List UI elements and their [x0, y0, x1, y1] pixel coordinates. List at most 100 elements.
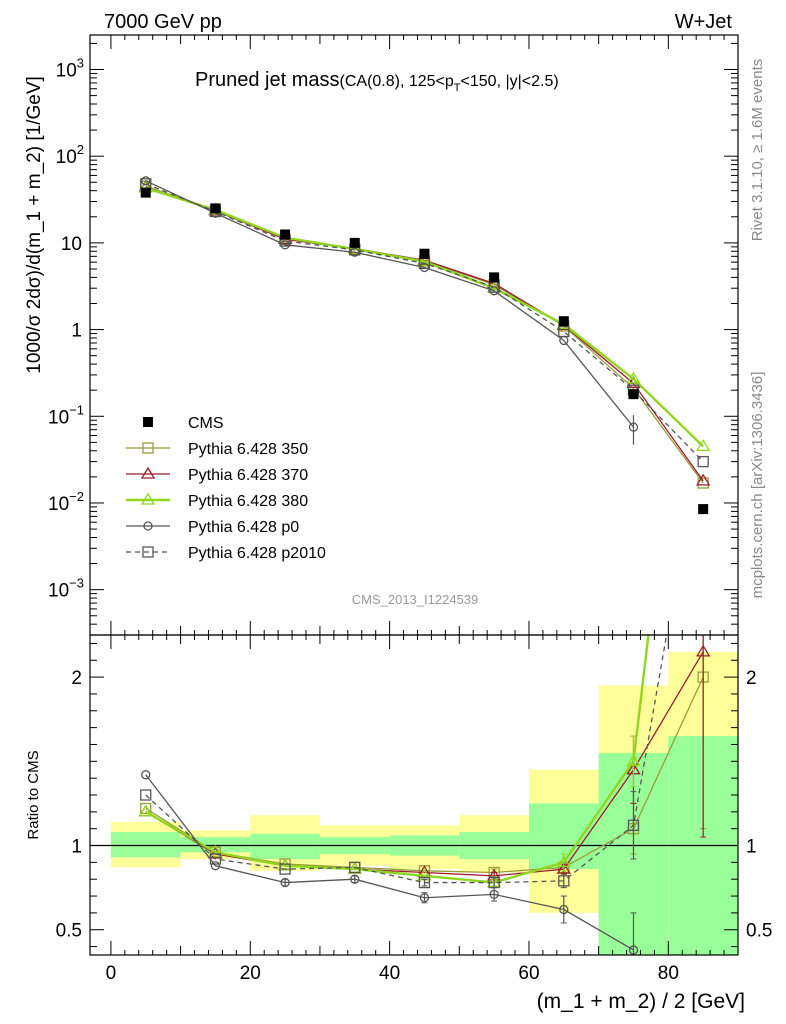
x-tick-label-1: 20: [240, 963, 261, 984]
ratio-point-4-3: [349, 861, 361, 874]
main-point-3-0: [141, 176, 151, 186]
ratio-point-4-4: [418, 876, 431, 889]
x-axis-label: (m_1 + m_2) / 2 [GeV]: [537, 990, 745, 1013]
main-point-3-7: [628, 422, 639, 432]
ratio-line-2: [145, 635, 650, 884]
legend-label-cms: CMS: [188, 415, 224, 432]
ratio-tick-label-1: 1: [71, 837, 82, 858]
y-axis-label: 1000/σ 2dσ)/d(m_1 + m_2) [1/GeV]: [24, 76, 45, 374]
main-point-2-3: [347, 241, 362, 254]
legend-marker-0: [142, 442, 154, 454]
cms-point-5: [489, 272, 500, 283]
ratio-point-4-2: [279, 863, 291, 875]
ratio-point-4-5: [488, 876, 500, 889]
analysis-watermark: CMS_2013_I1224539: [352, 592, 479, 607]
ratio-point-3-3: [350, 874, 360, 884]
ratio-point-3-4: [419, 893, 430, 903]
legend-item-1: Pythia 6.428 370: [126, 466, 308, 484]
x-tick-label-3: 60: [518, 963, 539, 984]
cms-point-4: [419, 248, 430, 259]
y-tick-label-2: 10: [61, 234, 82, 255]
main-point-2-4: [417, 254, 432, 267]
legend-item-cms: CMS: [143, 415, 224, 432]
main-point-4-8: [697, 455, 709, 468]
chart-title-main: Pruned jet mass: [195, 69, 340, 91]
ratio-point-2-1: [208, 844, 223, 857]
header-left: 7000 GeV pp: [104, 11, 222, 33]
legend-label-2: Pythia 6.428 380: [188, 493, 308, 510]
legend-label-4: Pythia 6.428 p2010: [188, 545, 326, 562]
ratio-point-4-6: [558, 875, 570, 887]
cms-point-7: [628, 389, 639, 400]
cms-point-3: [349, 237, 360, 248]
band-inner-2: [250, 833, 320, 859]
main-point-3-3: [350, 247, 360, 257]
main-point-3-5: [489, 286, 499, 296]
legend-marker-2: [140, 492, 156, 505]
main-line-0: [145, 185, 704, 484]
legend-label-3: Pythia 6.428 p0: [188, 519, 299, 536]
ratio-point-3-2: [280, 877, 290, 888]
ratio-tick-label-2: 0.5: [56, 921, 82, 942]
chart-title-tail: <150, |y|<2.5): [461, 73, 559, 90]
ratio-point-3-6: [559, 904, 569, 915]
legend: CMS Pythia 6.428 350 Pythia 6.428 370 Pythi…: [126, 415, 326, 562]
main-point-1-8: [696, 473, 711, 486]
y-tick-label-4: 10−1: [48, 402, 84, 428]
ratio-point-2-0: [138, 804, 153, 817]
cms-point-1: [210, 203, 221, 214]
main-point-3-2: [280, 240, 290, 250]
ratio-series-layer: [138, 635, 711, 955]
chart-title: Pruned jet mass(CA(0.8), 125<pT<150, |y|…: [195, 69, 559, 94]
ratio-point-0-0: [140, 802, 152, 815]
ratio-point-1-8: [696, 644, 711, 657]
chart-title-subscript: T: [454, 82, 461, 94]
x-tick-label-2: 40: [379, 963, 400, 984]
y-tick-label-3: 1: [71, 321, 82, 342]
legend-item-0: Pythia 6.428 350: [126, 441, 308, 458]
main-point-2-7: [626, 371, 641, 384]
x-tick-label-0: 0: [106, 963, 117, 984]
ratio-point-2-7: [626, 754, 641, 766]
main-line-3: [145, 180, 634, 428]
ratio-point-3-7: [628, 945, 639, 955]
y-tick-label-1: 102: [56, 142, 84, 168]
legend-marker-cms: [143, 417, 153, 427]
ratio-point-4-7: [627, 819, 640, 831]
header-right: W+Jet: [675, 11, 733, 33]
ratio-point-4-1: [209, 853, 222, 865]
main-point-2-8: [696, 439, 711, 451]
band-inner-0: [110, 832, 181, 858]
main-point-4-6: [558, 325, 570, 338]
cms-point-2: [280, 229, 291, 240]
legend-item-2: Pythia 6.428 380: [126, 492, 308, 510]
main-line-1: [145, 186, 704, 482]
legend-label-0: Pythia 6.428 350: [188, 441, 308, 458]
ratio-y-axis-label: Ratio to CMS: [25, 750, 42, 839]
legend-marker-3: [143, 521, 153, 531]
mcplots-label: mcplots.cern.ch [arXiv:1306.3436]: [749, 372, 766, 599]
ratio-point-1-6: [556, 861, 571, 874]
legend-item-4: Pythia 6.428 p2010: [126, 545, 326, 562]
ratio-point-3-0: [141, 770, 151, 780]
y-tick-label-6: 10−3: [48, 576, 84, 602]
legend-item-3: Pythia 6.428 p0: [126, 519, 299, 536]
ratio-tick-label-right-2: 0.5: [746, 921, 772, 942]
legend-label-1: Pythia 6.428 370: [188, 467, 308, 484]
ratio-tick-label-0: 2: [71, 668, 82, 689]
chart-title-sub: (CA(0.8), 125<p: [340, 73, 454, 90]
main-line-4: [145, 183, 704, 463]
ratio-point-3-5: [489, 889, 499, 900]
ratio-line-3: [145, 774, 634, 951]
ratio-point-2-6: [556, 855, 571, 868]
main-line-2: [145, 186, 704, 448]
ratio-tick-label-right-0: 2: [746, 668, 757, 689]
y-tick-label-5: 10−2: [48, 489, 84, 515]
ratio-point-4-0: [140, 789, 152, 801]
ratio-point-3-1: [210, 861, 221, 871]
cms-point-6: [558, 316, 569, 327]
legend-marker-1: [140, 466, 156, 479]
x-tick-label-4: 80: [658, 963, 679, 984]
